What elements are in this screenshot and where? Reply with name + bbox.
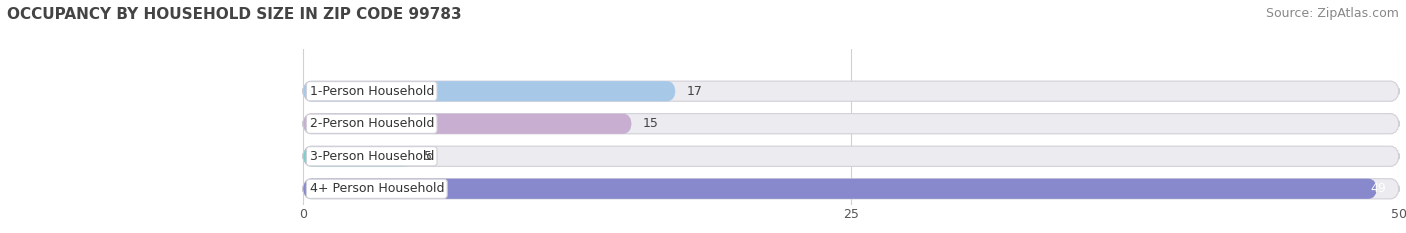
FancyBboxPatch shape bbox=[302, 179, 1376, 199]
Text: 17: 17 bbox=[686, 85, 703, 98]
Text: 3-Person Household: 3-Person Household bbox=[309, 150, 434, 163]
Text: Source: ZipAtlas.com: Source: ZipAtlas.com bbox=[1265, 7, 1399, 20]
FancyBboxPatch shape bbox=[302, 146, 1399, 166]
FancyBboxPatch shape bbox=[302, 146, 412, 166]
FancyBboxPatch shape bbox=[302, 81, 676, 101]
Text: 2-Person Household: 2-Person Household bbox=[309, 117, 434, 130]
FancyBboxPatch shape bbox=[302, 81, 1399, 101]
Text: 1-Person Household: 1-Person Household bbox=[309, 85, 434, 98]
FancyBboxPatch shape bbox=[302, 179, 1399, 199]
Text: 4+ Person Household: 4+ Person Household bbox=[309, 182, 444, 195]
Text: 15: 15 bbox=[643, 117, 658, 130]
Text: 49: 49 bbox=[1369, 182, 1386, 195]
FancyBboxPatch shape bbox=[302, 114, 631, 134]
Text: 5: 5 bbox=[423, 150, 432, 163]
FancyBboxPatch shape bbox=[302, 114, 1399, 134]
Text: OCCUPANCY BY HOUSEHOLD SIZE IN ZIP CODE 99783: OCCUPANCY BY HOUSEHOLD SIZE IN ZIP CODE … bbox=[7, 7, 461, 22]
